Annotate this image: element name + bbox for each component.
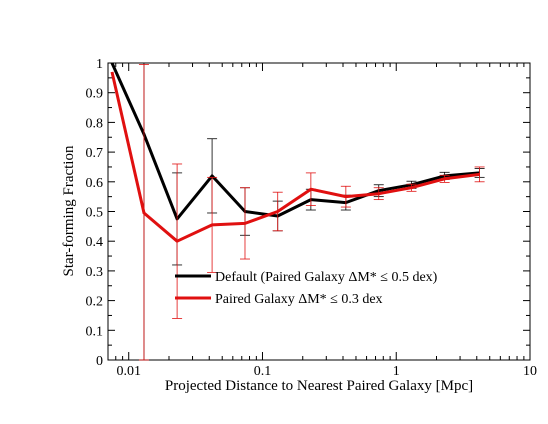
- y-axis-label: Star-forming Fraction: [61, 145, 77, 276]
- y-tick-label: 0.6: [86, 176, 104, 191]
- x-tick-label: 10: [523, 364, 537, 379]
- y-tick-label: 0: [96, 354, 103, 369]
- plot-frame: [107, 62, 531, 361]
- y-tick-label: 0.5: [86, 206, 104, 221]
- series-line: [110, 71, 480, 243]
- x-tick-label: 0.01: [116, 364, 141, 379]
- legend-label-default: Default (Paired Galaxy ΔM* ≤ 0.5 dex): [215, 270, 438, 285]
- y-tick-label: 0.1: [86, 324, 104, 339]
- y-tick-label: 0.4: [86, 235, 104, 250]
- y-tick-label: 0.3: [86, 265, 104, 280]
- x-axis-label: Projected Distance to Nearest Paired Gal…: [165, 378, 473, 394]
- series-line: [110, 62, 480, 221]
- series-layer: [110, 62, 485, 361]
- legend: Default (Paired Galaxy ΔM* ≤ 0.5 dex) Pa…: [175, 270, 438, 307]
- axis-ticks: 0 0.1 0.2 0.3 0.4 0.5 0.6 0.7 0.8 0.9 1 0.01 0.1 1 10: [86, 57, 538, 379]
- y-tick-label: 0.2: [86, 295, 104, 310]
- series-0: [110, 62, 485, 361]
- x-tick-label: 0.1: [254, 364, 272, 379]
- y-tick-label: 0.9: [86, 87, 104, 102]
- legend-label-0-3dex: Paired Galaxy ΔM* ≤ 0.3 dex: [215, 292, 383, 307]
- y-tick-label: 0.7: [86, 146, 104, 161]
- y-tick-label: 0.8: [86, 116, 104, 131]
- y-tick-label: 1: [96, 57, 103, 72]
- series-1: [110, 64, 485, 361]
- x-tick-label: 1: [393, 364, 400, 379]
